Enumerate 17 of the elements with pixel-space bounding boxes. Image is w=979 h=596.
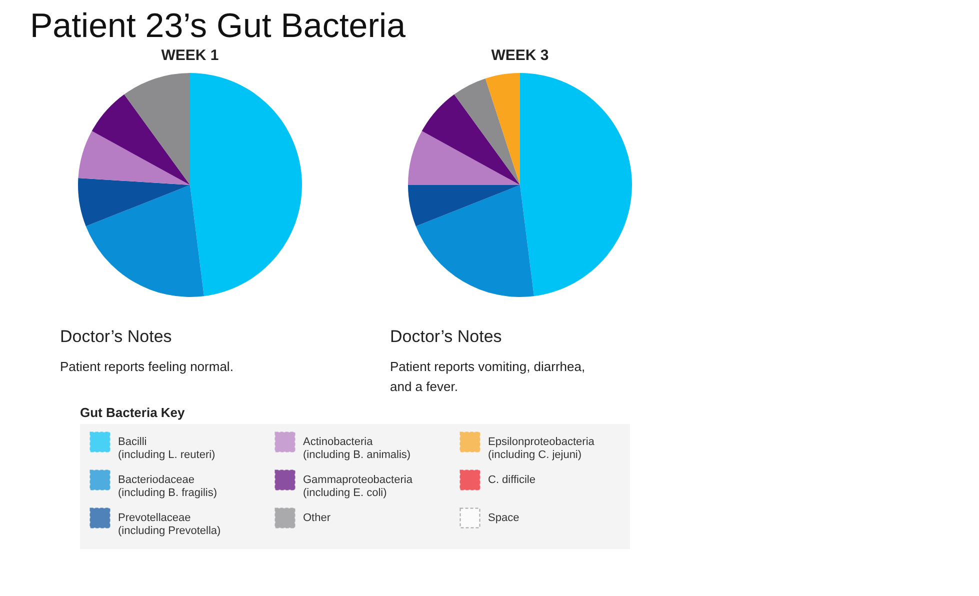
- legend-label: Bacteriodaceae (including B. fragilis): [118, 474, 218, 499]
- legend-label: Bacilli (including L. reuteri): [118, 436, 216, 461]
- legend-label: Actinobacteria (including B. animalis): [303, 436, 411, 461]
- legend-label: Epsilonproteobacteria (including C. jejuni): [488, 436, 596, 461]
- text: Patient reports feeling normal.: [60, 359, 234, 374]
- slice-label: WEEK 1: [161, 47, 219, 64]
- text: Doctor’s Notes: [60, 327, 172, 346]
- legend-label: C. difficile: [488, 474, 536, 486]
- legend-label: Prevotellaceae (including Prevotella): [118, 512, 221, 537]
- legend-label: Space: [488, 512, 520, 524]
- text: Doctor’s Notes: [390, 327, 502, 346]
- legend-label: Gammaproteobacteria (including E. coli): [303, 474, 414, 499]
- chart-title: Patient 23’s Gut Bacteria: [30, 7, 406, 45]
- text: Patient reports vomiting, diarrhea, and a fever.: [390, 359, 586, 394]
- legend-title: Gut Bacteria Key: [80, 405, 186, 420]
- slice-label: WEEK 3: [491, 47, 549, 64]
- legend-label: Other: [303, 512, 331, 524]
